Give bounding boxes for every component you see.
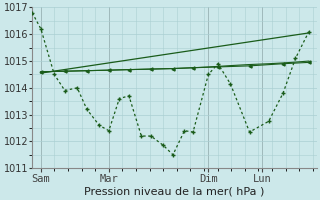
X-axis label: Pression niveau de la mer( hPa ): Pression niveau de la mer( hPa )	[84, 187, 265, 197]
